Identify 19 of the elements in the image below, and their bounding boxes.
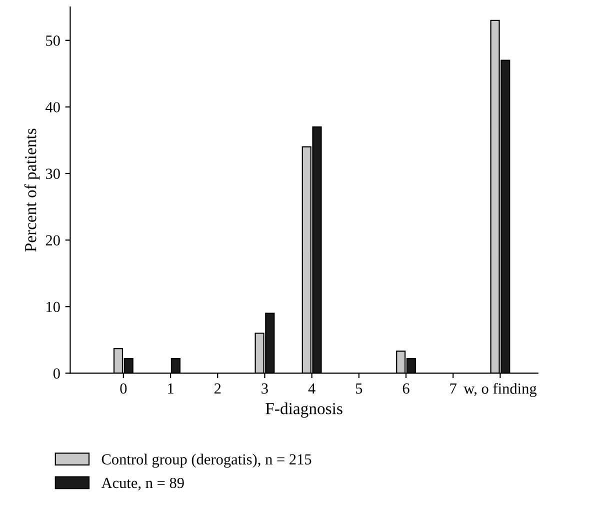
x-tick-label: 7 [450,384,456,394]
x-tick-label: 2 [214,383,221,394]
y-tick-label: 10 [46,302,60,312]
x-tick-label: 4 [308,383,316,394]
legend-label: Acute, n = 89 [101,478,184,490]
y-tick-label: 20 [46,235,60,246]
y-tick-label: 0 [53,368,60,379]
x-axis-title: F-diagnosis [266,402,342,418]
x-tick-label: 0 [120,383,127,394]
y-tick-label: 40 [46,102,60,112]
y-tick-label: 30 [46,168,60,179]
x-tick-label: w, o finding [464,382,537,397]
x-tick-label: 3 [262,383,268,394]
legend-label: Control group (derogatis), n = 215 [102,454,312,468]
y-tick-label: 50 [46,35,60,46]
x-tick-label: 1 [168,383,174,394]
y-axis-title: Percent of patients [24,128,40,252]
x-tick-label: 6 [402,383,410,394]
x-tick-label: 5 [356,384,362,394]
